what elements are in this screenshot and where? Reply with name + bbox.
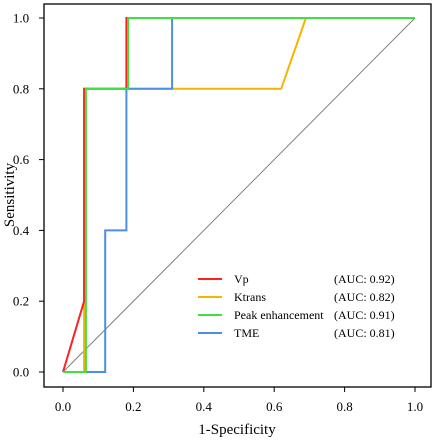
series-line-peak-enhancement (63, 17, 415, 373)
legend-auc: (AUC: 0.81) (334, 326, 395, 340)
legend-auc: (AUC: 0.82) (334, 290, 395, 304)
x-tick-label: 0.6 (266, 399, 283, 414)
legend-label: Ktrans (234, 290, 266, 304)
series-line-tme (63, 17, 415, 373)
y-tick-label: 0.2 (13, 294, 29, 309)
plot-frame (43, 3, 432, 388)
x-tick-label: 0.2 (125, 399, 141, 414)
y-tick-label: 0.8 (13, 81, 29, 96)
y-tick-label: 1.0 (13, 11, 29, 26)
x-tick-label: 1.0 (407, 399, 423, 414)
legend-auc: (AUC: 0.92) (334, 272, 395, 286)
legend-label: TME (234, 326, 259, 340)
y-tick-label: 0.6 (13, 152, 30, 167)
plot-area: 0.0 0.2 0.4 0.6 0.8 1.0 0.0 0.2 0.4 0.6 0.8 1.0 Vp (A… (13, 3, 432, 414)
legend-auc: (AUC: 0.91) (334, 308, 395, 322)
x-axis-title: 1-Specificity (198, 422, 276, 438)
y-tick-label: 0.0 (13, 365, 29, 380)
x-tick-label: 0.4 (196, 399, 213, 414)
x-tick-label: 0.0 (55, 399, 71, 414)
legend-label: Vp (234, 272, 249, 286)
y-axis-title: Sensitivity (2, 162, 18, 227)
legend-label: Peak enhancement (234, 308, 324, 322)
y-tick-label: 0.4 (13, 223, 30, 238)
reference-diagonal-line (62, 17, 416, 373)
x-tick-label: 0.8 (336, 399, 352, 414)
